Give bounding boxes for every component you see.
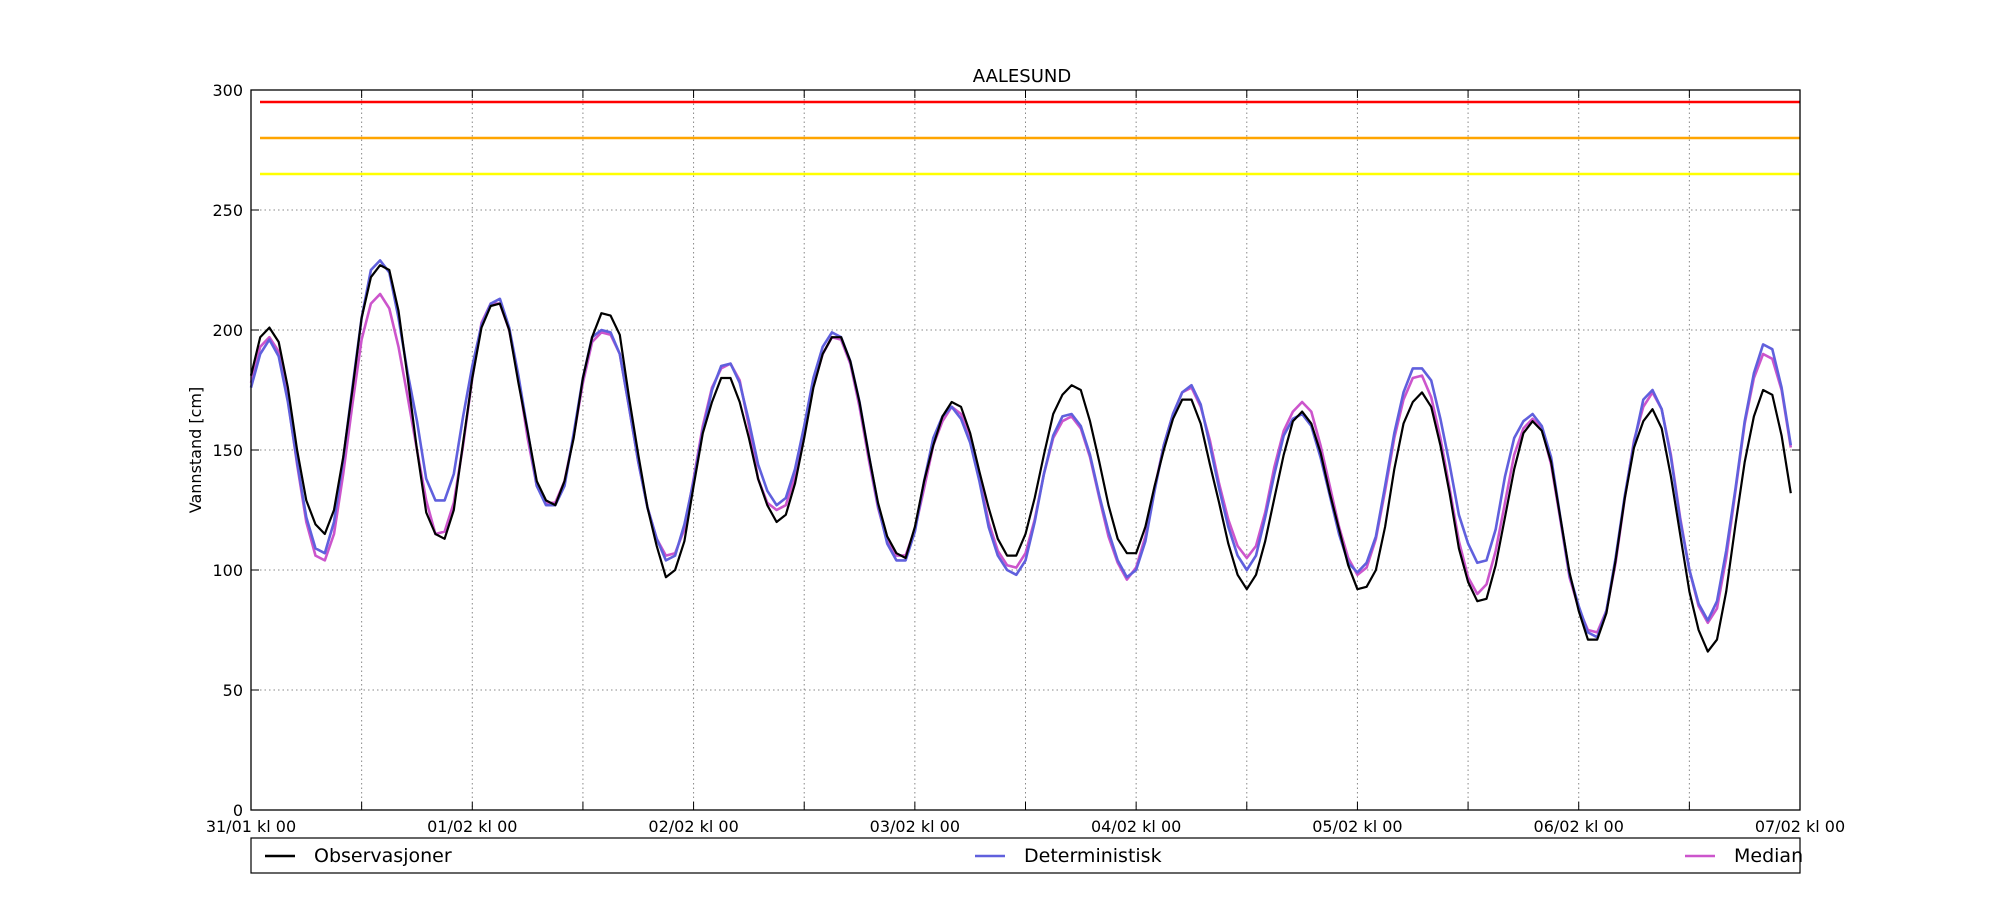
grid bbox=[250, 89, 1801, 811]
y-tick-label: 150 bbox=[212, 441, 243, 460]
x-tick-label: 04/02 kl 00 bbox=[1091, 817, 1181, 836]
x-tick-label: 03/02 kl 00 bbox=[870, 817, 960, 836]
y-tick-label: 250 bbox=[212, 201, 243, 220]
x-tick-label: 05/02 kl 00 bbox=[1312, 817, 1402, 836]
y-tick-label: 200 bbox=[212, 321, 243, 340]
x-tick-label: 01/02 kl 00 bbox=[427, 817, 517, 836]
legend-label: Median bbox=[1734, 845, 1803, 867]
series-line-observasjoner bbox=[249, 264, 1792, 653]
x-tick-label: 31/01 kl 00 bbox=[206, 817, 296, 836]
series-line-deterministisk bbox=[249, 259, 1793, 639]
y-axis-label: Vannstand [cm] bbox=[186, 387, 205, 513]
y-tick-label: 0 bbox=[233, 801, 243, 820]
y-tick-label: 100 bbox=[212, 561, 243, 580]
series-lines bbox=[249, 259, 1793, 653]
series-line-median bbox=[249, 292, 1793, 634]
y-tick-label: 300 bbox=[212, 81, 243, 100]
legend-frame bbox=[250, 837, 1801, 874]
legend-label: Observasjoner bbox=[314, 845, 452, 867]
legend: Observasjoner Deterministisk Median bbox=[250, 837, 1803, 874]
threshold-lines bbox=[260, 100, 1800, 176]
x-tick-label: 02/02 kl 00 bbox=[648, 817, 738, 836]
x-tick-label: 06/02 kl 00 bbox=[1534, 817, 1624, 836]
legend-label: Deterministisk bbox=[1024, 845, 1162, 867]
x-tick-label: 07/02 kl 00 bbox=[1755, 817, 1845, 836]
chart-title: AALESUND bbox=[973, 66, 1071, 87]
axis-ticks: 0 50 100 150 200 250 300 31/01 kl 00 01/02 kl 00… bbox=[206, 81, 1845, 836]
y-tick-label: 50 bbox=[223, 681, 243, 700]
